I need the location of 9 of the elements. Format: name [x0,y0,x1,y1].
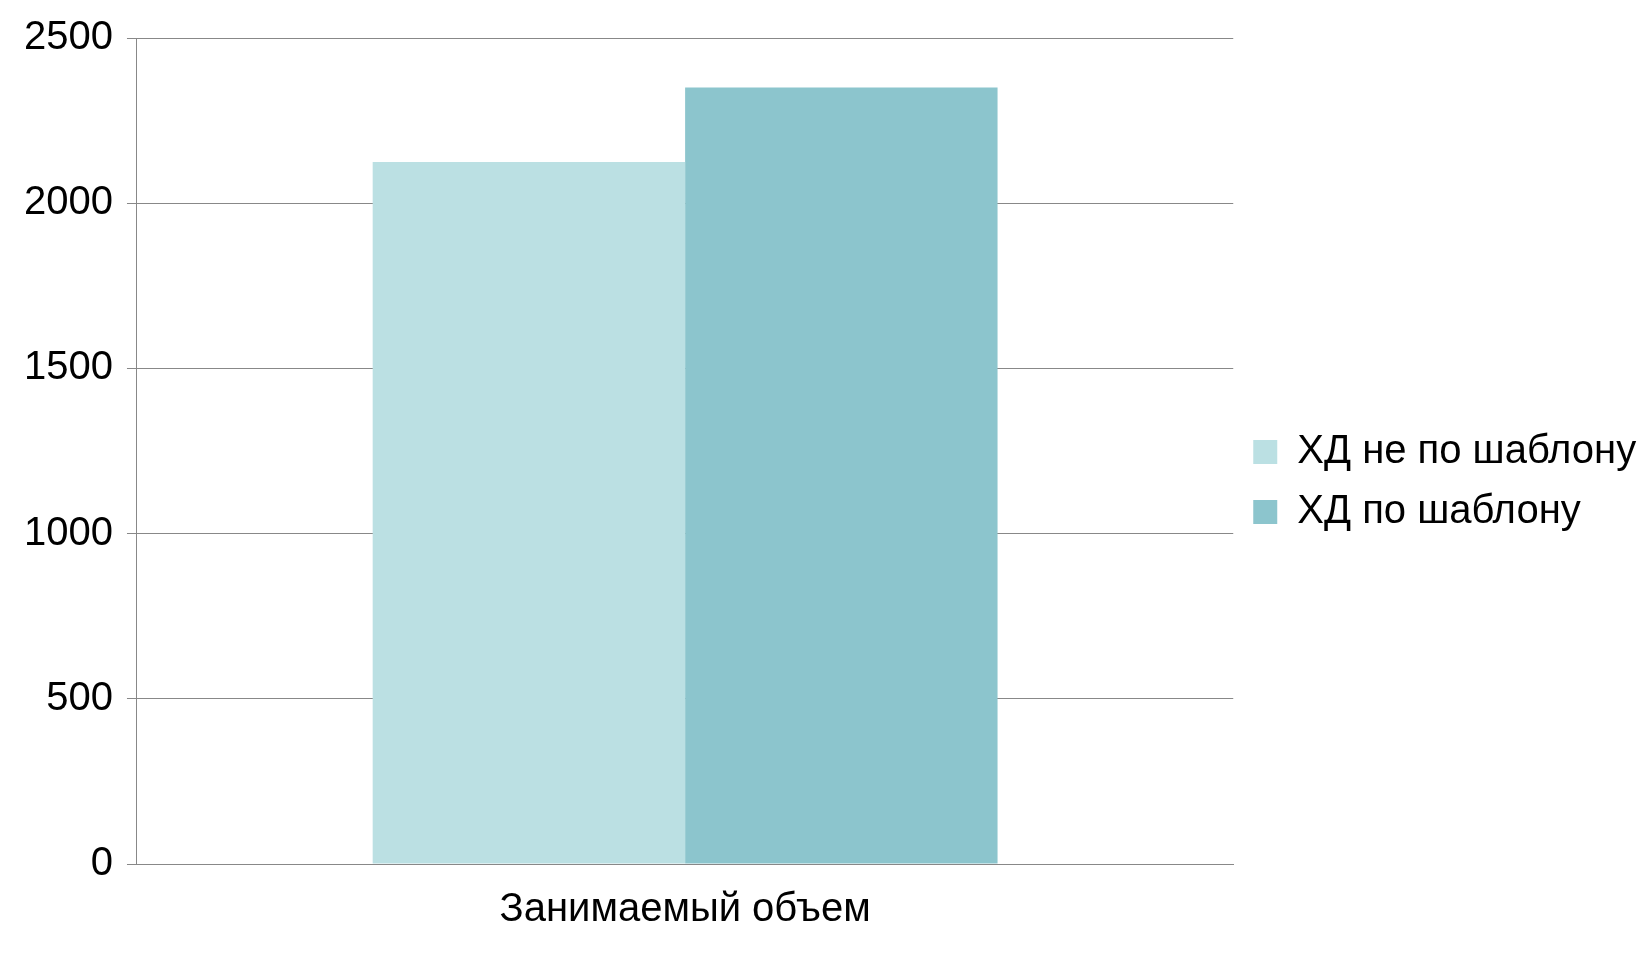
y-tick-label: 500 [46,673,113,718]
y-tick-label: 0 [90,839,113,884]
y-tick-label: 2000 [24,178,113,223]
y-tick-label: 2500 [24,13,113,58]
x-tick-label: Занимаемый объем [499,885,871,930]
legend-label: ХД не по шаблону [1297,427,1637,472]
y-tick-label: 1000 [24,508,113,553]
y-tick-label: 1500 [24,343,113,388]
legend-label: ХД по шаблону [1297,487,1581,532]
